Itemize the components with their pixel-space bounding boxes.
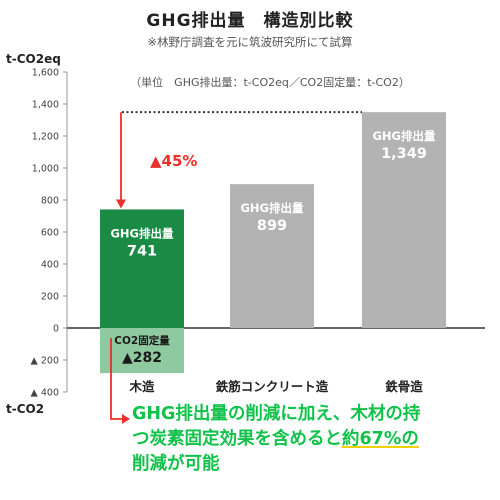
conclusion-line-1: GHG排出量の削減に加え、木材の持	[132, 404, 421, 424]
y-tick-label: 600	[41, 228, 59, 239]
x-category-label: 鉄筋コンクリート造	[216, 379, 329, 394]
bar-value-label: 1,349	[381, 146, 427, 162]
conclusion-highlight: 約67%の	[342, 429, 419, 449]
y-axis-unit-bottom: t-CO2	[6, 402, 45, 416]
bar-value-label-co2: ▲282	[122, 350, 162, 366]
y-tick-label: 1,000	[32, 164, 59, 175]
conclusion-line-3: 削減が可能	[132, 454, 220, 474]
reduction-percent-label: ▲45%	[150, 152, 197, 170]
chart-note-source: ※林野庁調査を元に筑波研究所にて試算	[147, 35, 353, 49]
y-tick-label: 1,400	[32, 100, 59, 111]
y-tick-label: 1,200	[32, 132, 59, 143]
bar-co2-fixation	[100, 328, 184, 374]
y-axis-unit-top: t-CO2eq	[6, 52, 61, 66]
bar-series-label-co2: CO2固定量	[114, 334, 170, 347]
conclusion-line-2-text: つ炭素固定効果を含めると	[132, 429, 342, 449]
conclusion-line-2: つ炭素固定効果を含めると約67%の	[132, 427, 492, 452]
reduction-arrow-head	[116, 199, 126, 209]
y-tick-label: 400	[41, 260, 59, 271]
bar-ghg-emission	[230, 184, 314, 328]
y-tick-label: 800	[41, 196, 59, 207]
y-tick-label: ▲ 400	[31, 388, 59, 399]
bar-value-label: 741	[127, 243, 157, 259]
y-tick-label: 0	[53, 324, 59, 335]
bar-value-label: 899	[257, 218, 287, 234]
bar-ghg-emission	[362, 112, 446, 328]
x-category-label: 鉄骨造	[385, 379, 423, 394]
chart-note-units: （単位 GHG排出量：t-CO2eq／CO2固定量：t-CO2）	[130, 76, 410, 89]
bar-series-label: GHG排出量	[372, 129, 436, 143]
bar-series-label: GHG排出量	[110, 226, 174, 240]
y-tick-label: 1,600	[32, 68, 59, 79]
bar-series-label: GHG排出量	[240, 201, 304, 215]
y-tick-label: 200	[41, 292, 59, 303]
chart-title: GHG排出量 構造別比較	[146, 11, 354, 31]
x-category-label: 木造	[128, 379, 155, 394]
conclusion-text: GHG排出量の削減に加え、木材の持 つ炭素固定効果を含めると約67%の 削減が可…	[132, 402, 492, 477]
y-tick-label: ▲ 200	[31, 356, 59, 367]
conclusion-bracket	[110, 338, 122, 420]
conclusion-arrow-head	[122, 414, 130, 424]
bar-ghg-emission	[100, 209, 184, 328]
